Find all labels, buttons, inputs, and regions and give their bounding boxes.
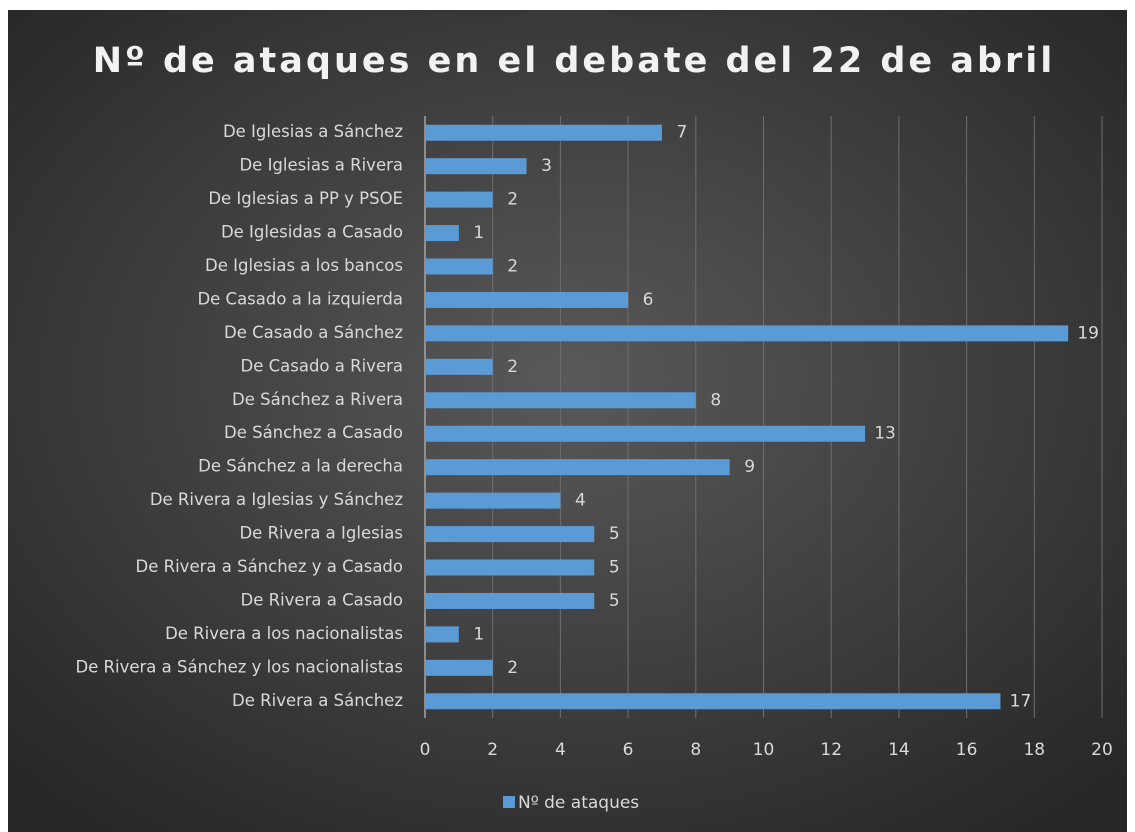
- x-tick-label: 2: [487, 740, 498, 760]
- y-tick-label: De Rivera a Iglesias y Sánchez: [150, 490, 403, 509]
- x-tick-label: 8: [690, 740, 701, 760]
- data-label: 4: [575, 491, 586, 511]
- bar: [425, 459, 730, 476]
- data-label: 17: [1010, 691, 1032, 711]
- bar: [425, 158, 527, 175]
- bar: [425, 626, 459, 643]
- data-label: 8: [710, 390, 721, 410]
- data-label: 13: [874, 424, 896, 444]
- data-label: 3: [541, 156, 552, 176]
- bar: [425, 559, 595, 576]
- x-tick-label: 4: [555, 740, 566, 760]
- y-tick-label: De Rivera a Sánchez y los nacionalistas: [75, 657, 403, 676]
- bar: [425, 325, 1069, 342]
- data-label: 2: [507, 257, 518, 277]
- legend-key: [503, 796, 515, 808]
- bar: [425, 693, 1001, 710]
- x-tick-label: 18: [1023, 740, 1045, 760]
- y-tick-label: De Sánchez a Rivera: [232, 390, 403, 409]
- legend-label: Nº de ataques: [518, 793, 639, 813]
- data-label: 5: [609, 558, 620, 578]
- y-tick-label: De Iglesias a Rivera: [239, 156, 403, 175]
- data-label: 7: [677, 123, 688, 143]
- bar: [425, 291, 629, 308]
- y-tick-label: De Rivera a Casado: [241, 590, 403, 609]
- bar: [425, 425, 866, 442]
- bar: [425, 124, 662, 141]
- bar: [425, 392, 696, 409]
- y-tick-label: De Iglesias a Sánchez: [223, 122, 403, 141]
- x-tick-label: 14: [888, 740, 910, 760]
- data-label: 19: [1077, 323, 1099, 343]
- y-tick-label: De Iglesias a los bancos: [205, 256, 403, 275]
- data-label: 5: [609, 591, 620, 611]
- y-tick-label: De Rivera a Sánchez y a Casado: [136, 557, 403, 576]
- x-tick-label: 16: [956, 740, 978, 760]
- data-label: 5: [609, 524, 620, 544]
- y-tick-label: De Casado a Sánchez: [224, 323, 403, 342]
- y-tick-label: De Iglesidas a Casado: [221, 223, 403, 242]
- bar: [425, 492, 561, 509]
- data-label: 2: [507, 658, 518, 678]
- data-label: 2: [507, 190, 518, 210]
- data-label: 2: [507, 357, 518, 377]
- chart-title: Nº de ataques en el debate del 22 de abr…: [93, 41, 1056, 81]
- bar: [425, 659, 493, 676]
- bar: [425, 258, 493, 275]
- bar: [425, 358, 493, 375]
- x-tick-label: 10: [753, 740, 775, 760]
- y-tick-label: De Iglesias a PP y PSOE: [208, 189, 403, 208]
- x-tick-label: 0: [420, 740, 431, 760]
- x-tick-label: 12: [820, 740, 842, 760]
- bar: [425, 592, 595, 609]
- y-tick-label: De Casado a Rivera: [241, 356, 403, 375]
- bar: [425, 225, 459, 242]
- data-label: 9: [744, 457, 755, 477]
- x-tick-label: 6: [623, 740, 634, 760]
- data-label: 6: [643, 290, 654, 310]
- y-tick-label: De Sánchez a la derecha: [198, 457, 403, 476]
- y-tick-label: De Sánchez a Casado: [224, 423, 403, 442]
- data-label: 1: [473, 223, 484, 243]
- y-tick-label: De Casado a la izquierda: [197, 289, 403, 308]
- bar: [425, 191, 493, 208]
- data-label: 1: [473, 624, 484, 644]
- y-tick-label: De Rivera a los nacionalistas: [165, 624, 403, 643]
- bar: [425, 526, 595, 543]
- y-tick-label: De Rivera a Sánchez: [232, 691, 403, 710]
- y-tick-label: De Rivera a Iglesias: [239, 524, 403, 543]
- x-tick-label: 20: [1091, 740, 1113, 760]
